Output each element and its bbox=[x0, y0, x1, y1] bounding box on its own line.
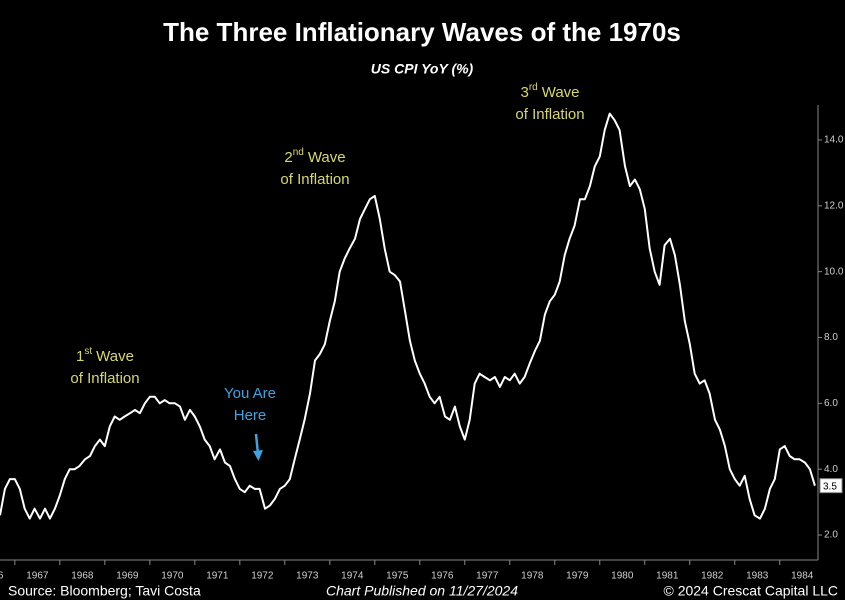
x-tick-label: 1972 bbox=[251, 571, 274, 582]
y-tick-label: 4.0 bbox=[824, 464, 838, 475]
annotation-ordinal: 1 bbox=[76, 348, 84, 365]
annotation: of Inflation bbox=[70, 370, 139, 387]
annotation-suffix: st bbox=[84, 346, 92, 357]
x-tick-label: 1984 bbox=[791, 571, 814, 582]
annotation-ordinal: 3 bbox=[520, 84, 528, 101]
annotation: 2nd Wave bbox=[284, 147, 345, 166]
annotation: of Inflation bbox=[280, 171, 349, 188]
published: Chart Published on 11/27/2024 bbox=[326, 583, 518, 599]
x-tick-label: 1980 bbox=[611, 571, 634, 582]
x-tick-label: 1975 bbox=[386, 571, 409, 582]
y-tick-label: 2.0 bbox=[824, 530, 838, 541]
x-tick-label: 1968 bbox=[71, 571, 94, 582]
x-tick-label: 1969 bbox=[116, 571, 139, 582]
annotation-suffix: nd bbox=[293, 147, 304, 158]
x-tick-label: 1974 bbox=[341, 571, 364, 582]
x-tick-label: 1979 bbox=[566, 571, 589, 582]
annotation: 1st Wave bbox=[76, 346, 134, 365]
annotation: You Are bbox=[224, 385, 276, 402]
copyright: © 2024 Crescat Capital LLC bbox=[663, 583, 838, 599]
y-tick-label: 10.0 bbox=[824, 266, 844, 277]
y-tick-label: 8.0 bbox=[824, 332, 838, 343]
x-tick-label: 1983 bbox=[746, 571, 769, 582]
annotation-text: Wave bbox=[96, 348, 134, 365]
chart-subtitle: US CPI YoY (%) bbox=[371, 61, 474, 77]
last-value-box bbox=[819, 478, 843, 494]
x-tick-label: 1967 bbox=[26, 571, 49, 582]
x-tick-label: 1977 bbox=[476, 571, 499, 582]
x-tick-label: 1978 bbox=[521, 571, 544, 582]
annotation-text: Wave bbox=[308, 149, 346, 166]
x-tick-label: 1976 bbox=[431, 571, 454, 582]
annotation-suffix: rd bbox=[529, 82, 538, 93]
x-tick-label: 1970 bbox=[161, 571, 184, 582]
last-value-label: 3.5 bbox=[823, 481, 837, 492]
chart-title: The Three Inflationary Waves of the 1970… bbox=[163, 17, 681, 47]
annotation: of Inflation bbox=[515, 106, 584, 123]
annotation-ordinal: 2 bbox=[284, 149, 292, 166]
annotation-text: You Are bbox=[224, 385, 276, 402]
y-tick-label: 14.0 bbox=[824, 135, 844, 146]
x-tick-label: 1982 bbox=[701, 571, 724, 582]
x-tick-label: 1973 bbox=[296, 571, 319, 582]
x-tick-label: 1981 bbox=[656, 571, 679, 582]
annotation-arrow-head bbox=[253, 450, 263, 461]
annotation-text: Wave bbox=[542, 84, 580, 101]
annotation: Here bbox=[234, 407, 267, 424]
x-tick-label: 1971 bbox=[206, 571, 229, 582]
line-series bbox=[0, 112, 816, 520]
source: Source: Bloomberg; Tavi Costa bbox=[8, 583, 201, 599]
annotation: 3rd Wave bbox=[520, 82, 579, 101]
y-tick-label: 12.0 bbox=[824, 200, 844, 211]
y-tick-label: 6.0 bbox=[824, 398, 838, 409]
x-tick-label: 1966 bbox=[0, 571, 4, 582]
